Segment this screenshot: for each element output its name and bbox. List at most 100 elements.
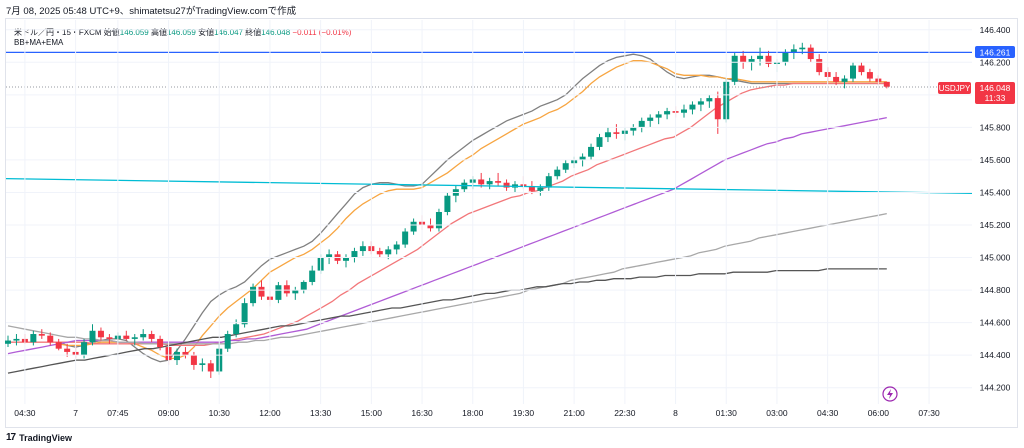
candle xyxy=(402,228,409,248)
candle-body xyxy=(714,98,721,120)
candle-body xyxy=(664,111,671,115)
candle xyxy=(630,124,637,136)
candle-body xyxy=(309,270,316,282)
candle xyxy=(393,241,400,255)
candle-body xyxy=(850,65,856,79)
candle xyxy=(486,177,493,190)
candle xyxy=(655,111,662,125)
candle xyxy=(858,62,865,76)
open-value: 146.059 xyxy=(119,28,149,37)
low-label: 安値 xyxy=(198,28,215,37)
footer-brand[interactable]: 17 TradingView xyxy=(6,432,72,443)
candle xyxy=(444,192,451,216)
candle-body xyxy=(97,330,104,338)
candle-body xyxy=(300,281,307,291)
candle-body xyxy=(537,187,544,191)
candle xyxy=(706,94,713,108)
candle-body xyxy=(545,176,552,188)
x-tick-label: 15:00 xyxy=(361,408,383,418)
candle-body xyxy=(689,104,696,110)
candle-body xyxy=(697,101,704,105)
candle-body xyxy=(241,303,248,325)
y-tick-label: 144.800 xyxy=(980,285,1011,295)
candle-body xyxy=(833,76,840,82)
candle-body xyxy=(376,251,383,255)
x-tick-label: 21:00 xyxy=(564,408,586,418)
level-badge-text: 146.261 xyxy=(980,48,1011,58)
candle xyxy=(131,334,138,346)
candle-body xyxy=(562,163,569,170)
candle-body xyxy=(630,127,637,131)
x-tick-label: 12:00 xyxy=(259,408,281,418)
candle-body xyxy=(402,231,409,245)
candle-body xyxy=(30,334,37,343)
x-tick-label: 04:30 xyxy=(14,408,36,418)
candle xyxy=(224,330,231,352)
trend-line[interactable] xyxy=(5,177,973,194)
y-tick-label: 145.000 xyxy=(980,253,1011,263)
y-tick-label: 146.400 xyxy=(980,25,1011,35)
candle xyxy=(97,327,104,341)
candle-body xyxy=(258,286,265,297)
candle-body xyxy=(207,363,214,372)
price-badge-text: 146.048 xyxy=(980,83,1011,93)
chart-caption: 7月 08, 2025 05:48 UTC+9、shimatetsu27がTra… xyxy=(6,6,297,17)
candle-body xyxy=(275,285,282,300)
candle xyxy=(714,91,721,134)
horizontal-lines[interactable] xyxy=(5,51,973,194)
candle-body xyxy=(748,59,755,63)
candle-body xyxy=(495,181,502,183)
x-tick-label: 09:00 xyxy=(158,408,180,418)
candle xyxy=(300,280,307,294)
x-tick-label: 18:00 xyxy=(462,408,484,418)
indicators-label[interactable]: BB+MA+EMA xyxy=(14,38,64,47)
candle xyxy=(174,348,180,365)
overlay-line xyxy=(7,212,887,345)
symbol-badge-text: USDJPY xyxy=(939,84,971,93)
candle xyxy=(250,283,257,307)
candle xyxy=(833,72,840,86)
x-tick-label: 16:30 xyxy=(411,408,433,418)
x-tick-label: 10:30 xyxy=(209,408,231,418)
candle-body xyxy=(638,120,645,128)
candle xyxy=(148,330,155,343)
candle xyxy=(207,360,214,378)
candle-body xyxy=(731,55,738,82)
x-tick-label: 01:30 xyxy=(716,408,738,418)
candle-body xyxy=(199,363,206,365)
x-tick-label: 13:30 xyxy=(310,408,332,418)
lightning-icon[interactable] xyxy=(882,386,898,402)
candle-body xyxy=(359,246,366,252)
candle-body xyxy=(866,72,873,79)
low-value: 146.047 xyxy=(214,28,244,37)
price-badge-bg xyxy=(975,82,1015,104)
candle-body xyxy=(292,290,299,294)
x-tick-label: 19:30 xyxy=(513,408,535,418)
candle xyxy=(681,104,687,118)
time-axis[interactable]: 04:30 7 07:45 09:00 10:30 12:00 13:30 15:00 16:3… xyxy=(14,20,940,418)
candle-body xyxy=(655,114,662,118)
candle-body xyxy=(410,221,417,232)
candle-body xyxy=(326,254,333,258)
chart-frame[interactable] xyxy=(5,18,1018,428)
candle-body xyxy=(38,334,45,336)
candle-body xyxy=(858,65,865,73)
candle xyxy=(140,329,147,341)
candle-body xyxy=(283,285,290,294)
candle xyxy=(13,334,20,346)
candle-body xyxy=(13,338,20,341)
candle xyxy=(452,185,459,203)
candle xyxy=(841,75,848,89)
candle-body xyxy=(528,185,535,191)
high-value: 146.059 xyxy=(166,28,196,37)
symbol-label[interactable]: 米ドル／円・15・FXCM xyxy=(14,28,102,37)
candle xyxy=(199,358,206,372)
candle xyxy=(850,62,856,82)
candle-body xyxy=(478,179,485,185)
price-axis[interactable]: 146.400146.200146.000145.800145.600145.4… xyxy=(6,25,1011,393)
candle-body xyxy=(106,337,113,339)
close-label: 終値 xyxy=(245,28,262,37)
candle-body xyxy=(385,249,392,255)
candle xyxy=(106,334,113,344)
